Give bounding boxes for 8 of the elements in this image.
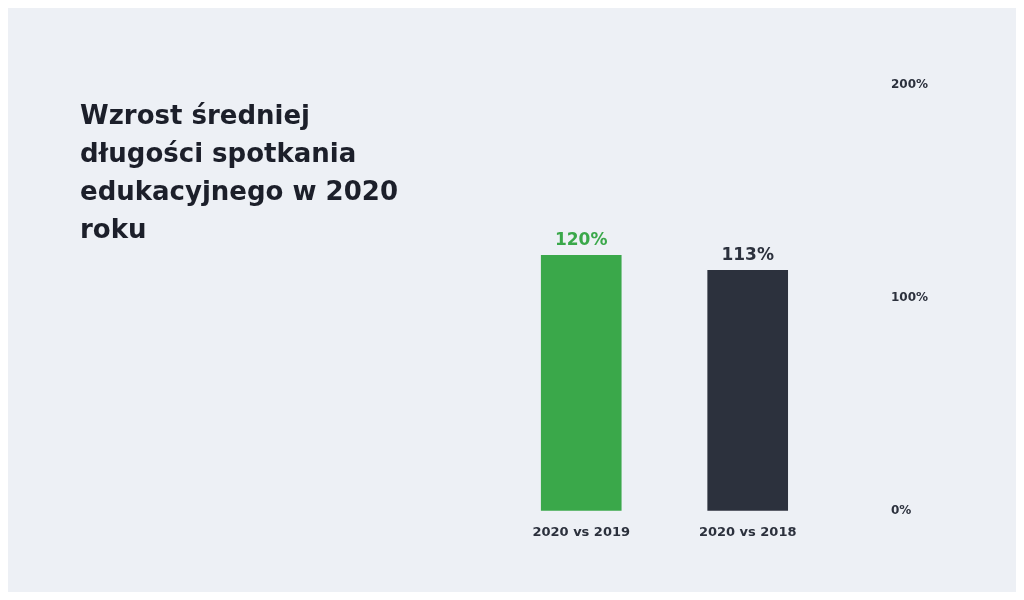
y-tick-label: 100% bbox=[890, 290, 929, 305]
data-label: 113% bbox=[721, 244, 774, 265]
x-tick-label: 2020 vs 2018 bbox=[698, 523, 797, 539]
text: Wzrost średniej długości spotkania edukacyjnego w 2020 roku bbox=[80, 99, 399, 246]
y-tick-label: 0% bbox=[890, 502, 912, 517]
x-tick-label: 2020 vs 2019 bbox=[532, 523, 631, 539]
y-tick-label: 200% bbox=[890, 77, 929, 92]
data-label: 120% bbox=[554, 229, 608, 250]
